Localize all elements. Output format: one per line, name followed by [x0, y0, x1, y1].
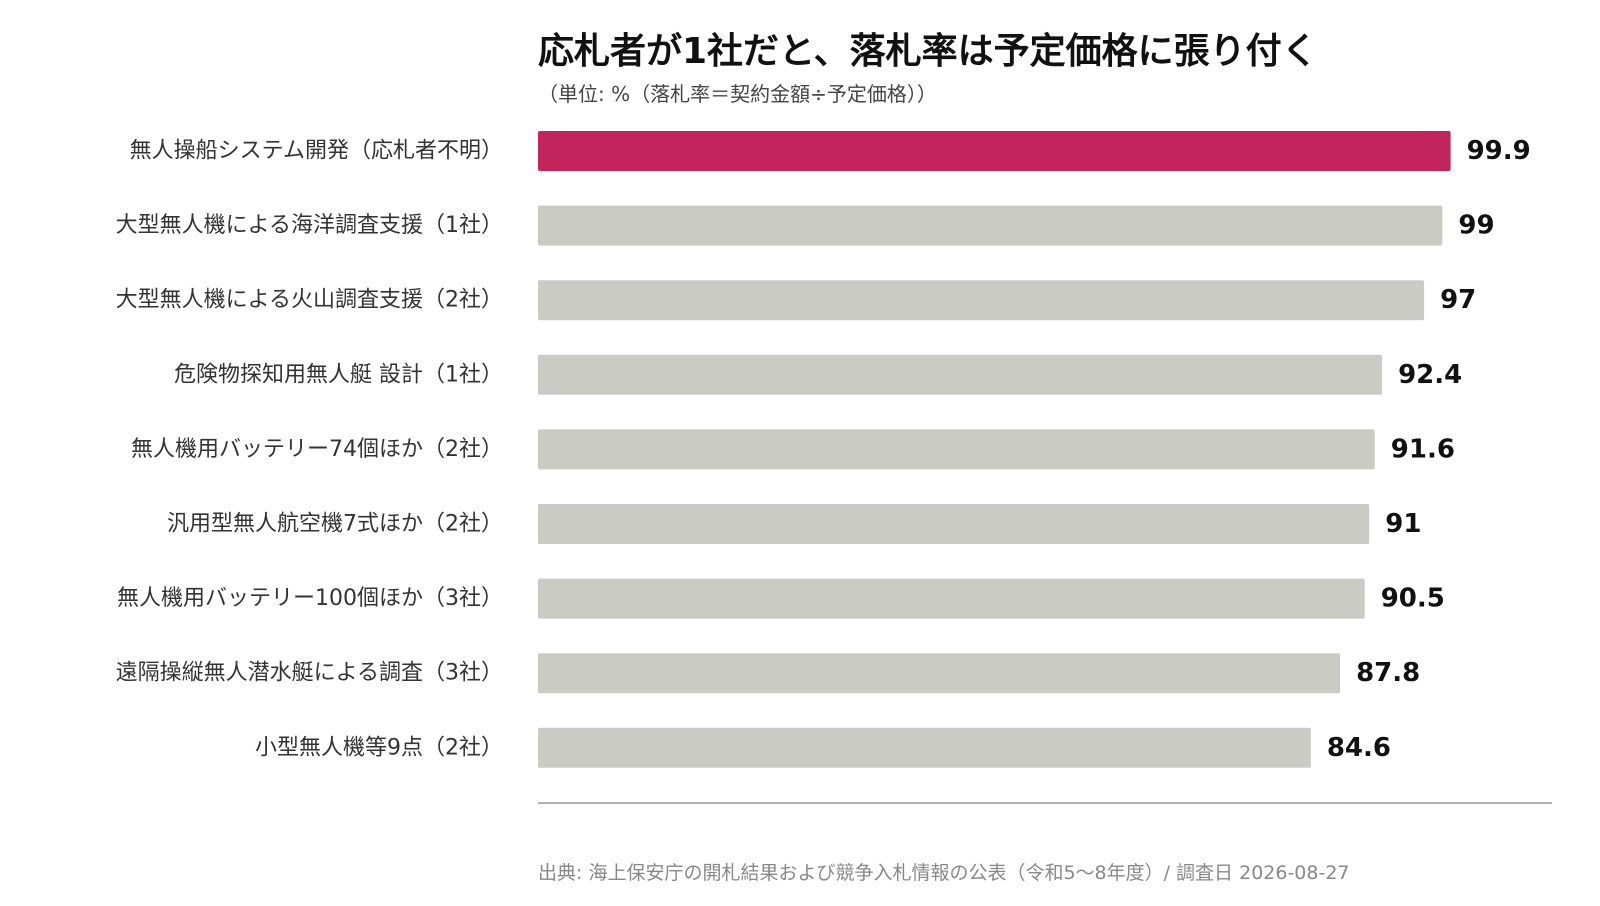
- bar: [538, 429, 1375, 470]
- value-label: 92.4: [1398, 360, 1462, 390]
- category-label: 大型無人機による海洋調査支援（1社）: [116, 213, 503, 238]
- value-label: 84.6: [1327, 733, 1391, 763]
- bar: [538, 578, 1365, 619]
- category-label: 汎用型無人航空機7式ほか（2社）: [167, 512, 503, 537]
- value-label: 99.9: [1467, 136, 1531, 166]
- category-label: 小型無人機等9点（2社）: [255, 735, 503, 760]
- category-label: 大型無人機による火山調査支援（2社）: [116, 288, 503, 313]
- value-label: 91.6: [1391, 434, 1455, 464]
- value-label: 90.5: [1381, 584, 1445, 614]
- chart-title: 応札者が1社だと、落札率は予定価格に張り付く: [538, 31, 1318, 72]
- bar: [538, 504, 1370, 544]
- bar: [538, 354, 1383, 395]
- bar: [538, 727, 1311, 768]
- value-label: 99: [1458, 211, 1494, 241]
- category-label: 遠隔操縦無人潜水艇による調査（3社）: [116, 661, 503, 686]
- bar: [538, 131, 1451, 171]
- category-label: 危険物探知用無人艇 設計（1社）: [174, 362, 503, 387]
- bar: [538, 205, 1443, 246]
- value-label: 87.8: [1356, 658, 1420, 688]
- value-label: 97: [1440, 285, 1476, 315]
- value-label: 91: [1385, 509, 1421, 539]
- chart-subtitle: （単位: %（落札率＝契約金額÷予定価格））: [538, 82, 937, 106]
- source-note: 出典: 海上保安庁の開札結果および競争入札情報の公表（令和5〜8年度）/ 調査日…: [538, 862, 1350, 884]
- category-label: 無人機用バッテリー100個ほか（3社）: [117, 586, 503, 611]
- bar: [538, 653, 1341, 694]
- bar: [538, 280, 1425, 321]
- category-label: 無人操船システム開発（応札者不明）: [130, 139, 503, 164]
- category-label: 無人機用バッテリー74個ほか（2社）: [131, 437, 503, 462]
